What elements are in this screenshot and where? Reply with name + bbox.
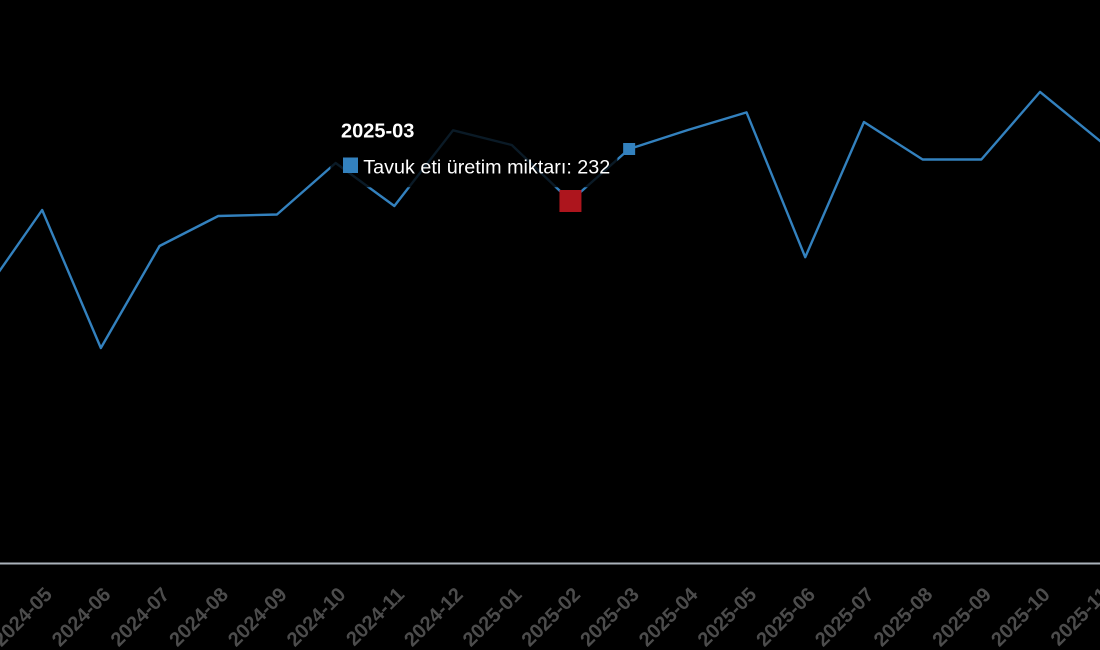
svg-text:2024-11: 2024-11 xyxy=(342,584,409,650)
svg-text:2024-08: 2024-08 xyxy=(165,584,232,650)
svg-text:2024-07: 2024-07 xyxy=(107,584,174,650)
svg-text:2025-06: 2025-06 xyxy=(752,584,819,650)
svg-text:2025-08: 2025-08 xyxy=(870,584,937,650)
svg-text:2025-11: 2025-11 xyxy=(1047,584,1100,650)
svg-text:2024-10: 2024-10 xyxy=(283,584,350,650)
svg-text:2024-12: 2024-12 xyxy=(400,584,467,650)
svg-text:Tavuk eti üretim miktarı: 232: Tavuk eti üretim miktarı: 232 xyxy=(363,157,610,179)
svg-text:2025-03: 2025-03 xyxy=(341,121,414,143)
svg-text:2025-09: 2025-09 xyxy=(929,584,996,650)
svg-text:2024-09: 2024-09 xyxy=(224,584,291,650)
svg-text:2024-05: 2024-05 xyxy=(0,584,57,650)
svg-text:2025-04: 2025-04 xyxy=(635,583,703,650)
svg-text:2025-01: 2025-01 xyxy=(459,584,526,650)
svg-text:2025-05: 2025-05 xyxy=(694,584,761,650)
svg-text:2025-07: 2025-07 xyxy=(811,584,878,650)
svg-text:2025-03: 2025-03 xyxy=(576,584,643,650)
svg-text:2025-10: 2025-10 xyxy=(987,584,1054,650)
svg-text:2024-06: 2024-06 xyxy=(48,584,115,650)
svg-text:2025-02: 2025-02 xyxy=(518,584,585,650)
